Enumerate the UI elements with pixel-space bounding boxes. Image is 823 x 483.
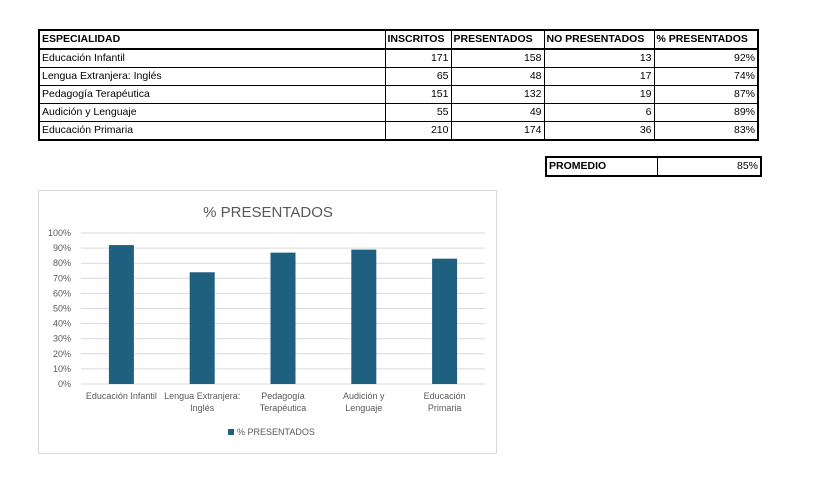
table-row: Educación Infantil 171 158 13 92% — [38, 48, 759, 68]
cell-presentados[interactable]: 132 — [450, 85, 545, 104]
x-tick-label: Educación Infantil — [86, 391, 157, 401]
cell-especialidad[interactable]: Educación Primaria — [38, 121, 386, 141]
cell-pct-presentados[interactable]: 87% — [653, 85, 759, 104]
cell-no-presentados[interactable]: 17 — [543, 67, 655, 86]
cell-no-presentados[interactable]: 13 — [543, 48, 655, 68]
cell-inscritos[interactable]: 171 — [384, 48, 452, 68]
bar — [351, 249, 377, 384]
x-tick-label: Terapéutica — [260, 403, 307, 413]
cell-no-presentados[interactable]: 36 — [543, 121, 655, 141]
header-presentados[interactable]: PRESENTADOS — [450, 29, 545, 50]
table-row: Pedagogía Terapéutica 151 132 19 87% — [38, 85, 759, 104]
cell-pct-presentados[interactable]: 83% — [653, 121, 759, 141]
table-row: Educación Primaria 210 174 36 83% — [38, 121, 759, 141]
cell-presentados[interactable]: 158 — [450, 48, 545, 68]
cell-presentados[interactable]: 174 — [450, 121, 545, 141]
cell-no-presentados[interactable]: 6 — [543, 103, 655, 122]
average-value[interactable]: 85% — [656, 156, 762, 177]
cell-especialidad[interactable]: Pedagogía Terapéutica — [38, 85, 386, 104]
y-tick-label: 60% — [53, 288, 71, 298]
legend-swatch — [228, 429, 234, 435]
average-label[interactable]: PROMEDIO — [545, 156, 658, 177]
chart-canvas: % PRESENTADOS 0% 10% 20% 30% 40% 50% 60% 70% 80% 9… — [48, 204, 485, 437]
x-tick-label: Lenguaje — [345, 403, 382, 413]
average-table: PROMEDIO 85% — [545, 156, 762, 177]
y-tick-label: 0% — [58, 379, 71, 389]
cell-inscritos[interactable]: 151 — [384, 85, 452, 104]
table-row: Audición y Lenguaje 55 49 6 89% — [38, 103, 759, 122]
legend-label: % PRESENTADOS — [237, 427, 315, 437]
bar — [432, 258, 458, 384]
data-table: ESPECIALIDAD INSCRITOS PRESENTADOS NO PR… — [38, 29, 759, 141]
x-tick-label: Audición y — [343, 391, 385, 401]
y-tick-label: 100% — [48, 228, 71, 238]
bar-chart[interactable]: % PRESENTADOS 0% 10% 20% 30% 40% 50% 60% 70% 80% 9… — [38, 190, 497, 454]
x-tick-label: Pedagogía — [261, 391, 305, 401]
cell-inscritos[interactable]: 210 — [384, 121, 452, 141]
y-tick-label: 70% — [53, 273, 71, 283]
header-especialidad[interactable]: ESPECIALIDAD — [38, 29, 386, 50]
cell-especialidad[interactable]: Audición y Lenguaje — [38, 103, 386, 122]
average-row: PROMEDIO 85% — [545, 156, 762, 177]
cell-presentados[interactable]: 49 — [450, 103, 545, 122]
header-no-presentados[interactable]: NO PRESENTADOS — [543, 29, 655, 50]
cell-especialidad[interactable]: Educación Infantil — [38, 48, 386, 68]
bar — [270, 252, 296, 384]
y-tick-label: 50% — [53, 304, 71, 314]
bar — [189, 272, 215, 384]
chart-title: % PRESENTADOS — [203, 204, 333, 221]
x-tick-label: Educación — [424, 391, 466, 401]
header-pct-presentados[interactable]: % PRESENTADOS — [653, 29, 759, 50]
cell-pct-presentados[interactable]: 89% — [653, 103, 759, 122]
y-tick-label: 80% — [53, 258, 71, 268]
cell-presentados[interactable]: 48 — [450, 67, 545, 86]
y-tick-label: 90% — [53, 243, 71, 253]
header-row: ESPECIALIDAD INSCRITOS PRESENTADOS NO PR… — [38, 29, 759, 50]
cell-inscritos[interactable]: 65 — [384, 67, 452, 86]
x-tick-label: Inglés — [190, 403, 215, 413]
cell-especialidad[interactable]: Lengua Extranjera: Inglés — [38, 67, 386, 86]
x-tick-label: Primaria — [428, 403, 462, 413]
y-tick-label: 40% — [53, 319, 71, 329]
cell-no-presentados[interactable]: 19 — [543, 85, 655, 104]
cell-pct-presentados[interactable]: 92% — [653, 48, 759, 68]
y-tick-label: 20% — [53, 349, 71, 359]
x-tick-label: Lengua Extranjera: — [164, 391, 240, 401]
y-tick-label: 10% — [53, 364, 71, 374]
bar — [108, 245, 134, 384]
header-inscritos[interactable]: INSCRITOS — [384, 29, 452, 50]
table-row: Lengua Extranjera: Inglés 65 48 17 74% — [38, 67, 759, 86]
cell-pct-presentados[interactable]: 74% — [653, 67, 759, 86]
y-tick-label: 30% — [53, 334, 71, 344]
cell-inscritos[interactable]: 55 — [384, 103, 452, 122]
